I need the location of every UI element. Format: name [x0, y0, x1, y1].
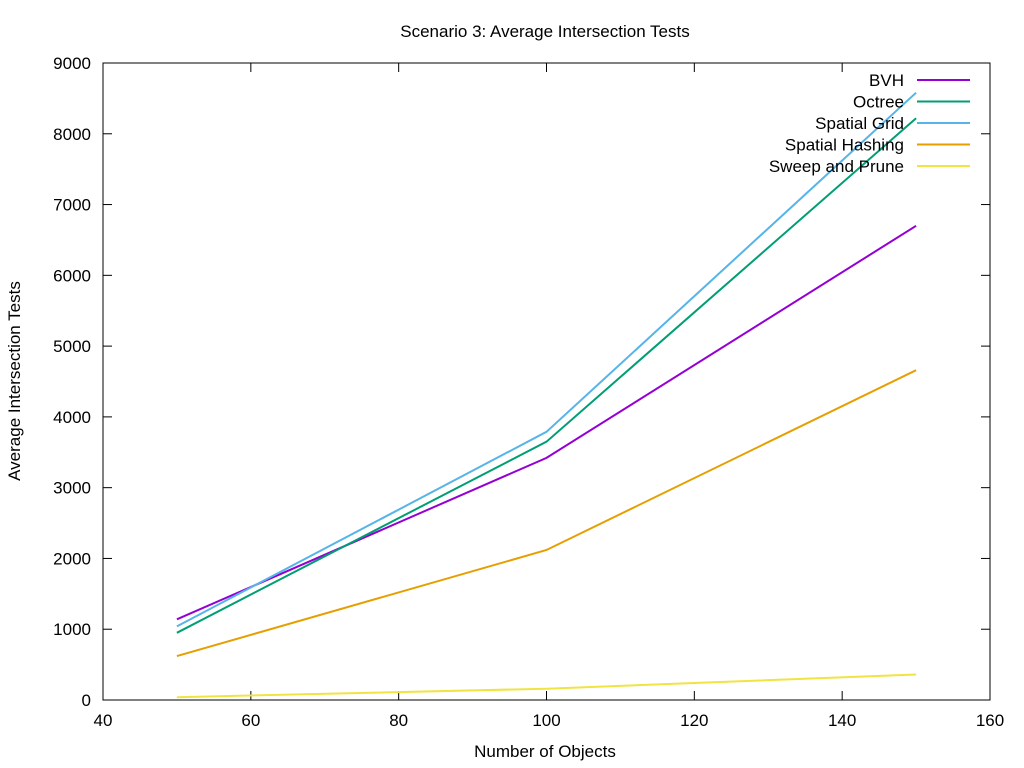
series-line-sweep-and-prune — [176, 673, 917, 699]
y-axis-label: Average Intersection Tests — [5, 281, 24, 481]
y-tick-label: 6000 — [53, 266, 91, 285]
chart-title: Scenario 3: Average Intersection Tests — [400, 22, 690, 41]
x-tick-label: 40 — [94, 711, 113, 730]
x-tick-label: 80 — [389, 711, 408, 730]
legend-label: BVH — [869, 71, 904, 90]
y-tick-label: 9000 — [53, 54, 91, 73]
x-tick-label: 100 — [532, 711, 560, 730]
y-tick-label: 0 — [82, 691, 91, 710]
y-tick-label: 1000 — [53, 620, 91, 639]
legend: BVH Octree Spatial Grid Spatial Hashing Swee… — [769, 71, 970, 176]
legend-label: Spatial Grid — [815, 114, 904, 133]
x-tick-label: 140 — [828, 711, 856, 730]
series-line-spatial-grid — [176, 91, 917, 628]
legend-label: Sweep and Prune — [769, 157, 904, 176]
series-group — [176, 91, 917, 699]
x-tick-label: 160 — [976, 711, 1004, 730]
series-line-bvh — [176, 224, 917, 621]
legend-label: Octree — [853, 93, 904, 112]
y-tick-label: 3000 — [53, 479, 91, 498]
y-tick-label: 4000 — [53, 408, 91, 427]
y-tick-label: 5000 — [53, 337, 91, 356]
y-tick-label: 8000 — [53, 125, 91, 144]
x-axis-label: Number of Objects — [474, 742, 616, 761]
x-tick-label: 120 — [680, 711, 708, 730]
y-tick-label: 2000 — [53, 549, 91, 568]
y-tick-label: 7000 — [53, 196, 91, 215]
axes: 40 60 80 100 120 140 160 0 1000 2000 3000 4000 5000 6… — [53, 54, 1004, 730]
legend-label: Spatial Hashing — [785, 136, 904, 155]
series-line-octree — [176, 117, 917, 634]
x-tick-label: 60 — [241, 711, 260, 730]
series-line-spatial-hashing — [176, 369, 917, 658]
